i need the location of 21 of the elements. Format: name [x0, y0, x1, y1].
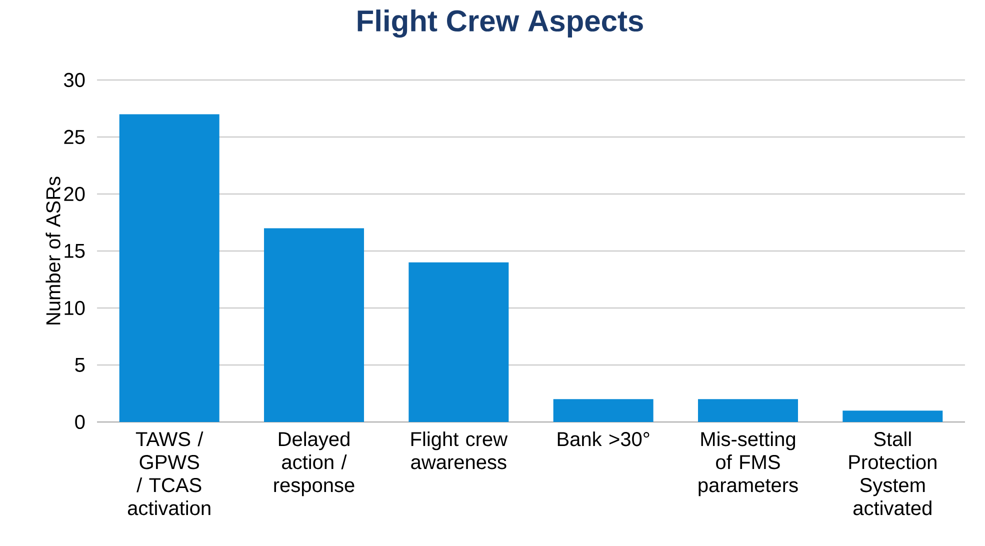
y-tick-label: 5 — [75, 358, 85, 372]
y-tick-label: 0 — [75, 414, 85, 430]
y-tick-label: 10 — [64, 300, 85, 316]
y-tick-label: 15 — [64, 244, 85, 258]
y-tick-label: 25 — [64, 130, 85, 144]
bar — [264, 228, 364, 422]
x-tick-label: Mis-setting of FMS parameters — [698, 432, 798, 496]
x-tick-label: Flight crew awareness — [411, 432, 508, 470]
y-tick-label: 30 — [64, 72, 85, 88]
bar — [842, 410, 943, 422]
chart-title: Flight Crew Aspects — [358, 10, 643, 38]
x-tick-label: TAWS / GPWS / TCAS activation — [128, 432, 210, 516]
bar — [698, 399, 798, 422]
x-tick-label: Stall Protection System activated — [849, 432, 936, 516]
bar — [119, 114, 220, 422]
bar — [408, 262, 509, 422]
y-axis-title: Number of ASRs — [46, 176, 60, 324]
bar — [553, 399, 654, 422]
y-tick-label: 20 — [64, 186, 85, 202]
x-tick-label: Delayed action / response — [274, 432, 354, 496]
x-tick-label: Bank >30° — [558, 432, 650, 446]
